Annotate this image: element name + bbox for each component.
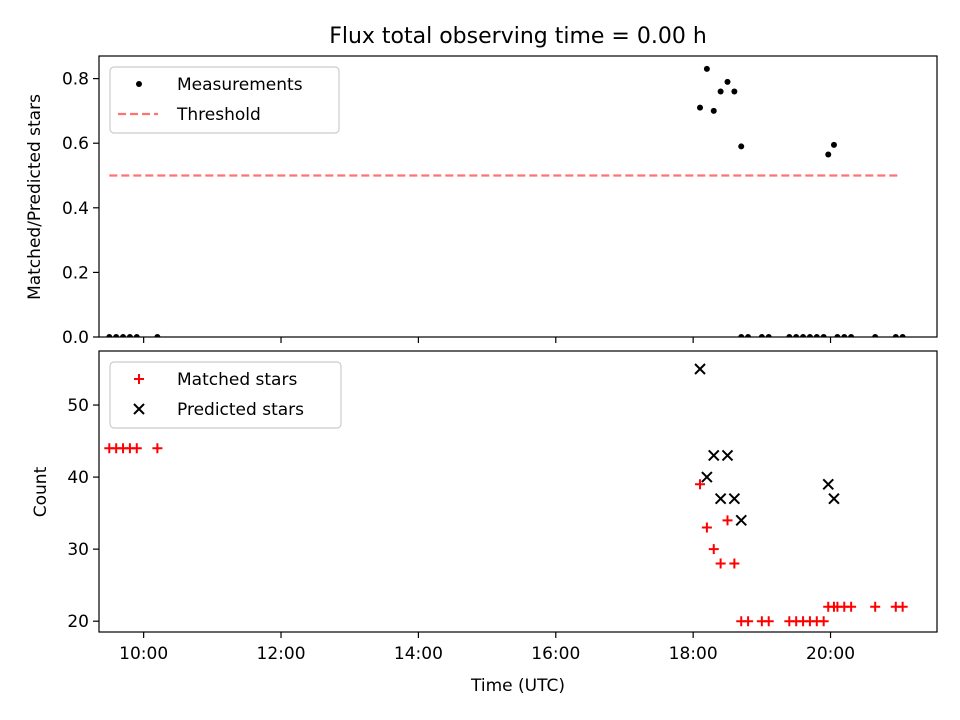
axes-frame (98, 350, 938, 633)
data-point (745, 334, 752, 337)
y-tick-label: 30 (67, 540, 89, 560)
data-point (722, 515, 733, 526)
data-point (724, 78, 731, 85)
data-point (841, 334, 848, 337)
data-point (820, 334, 827, 337)
x-tick-label: 12:00 (257, 644, 306, 664)
data-point (708, 449, 720, 462)
plot-area: 0.0 0.2 0.4 0.6 0.8 Measurements Threshold 10:0… (62, 55, 938, 664)
data-point (806, 334, 813, 337)
legend: Matched stars Predicted stars (109, 361, 342, 429)
data-point (793, 334, 800, 337)
series-predicted-stars (694, 363, 840, 527)
legend-marker (133, 403, 145, 415)
data-point (729, 558, 740, 569)
x-tick-label: 18:00 (669, 644, 718, 664)
data-point (701, 522, 712, 533)
top-y-axis-label: Matched/Predicted stars (25, 94, 45, 300)
data-point (758, 334, 765, 337)
y-tick-label: 40 (67, 468, 89, 488)
data-point (813, 334, 820, 337)
legend-label: Predicted stars (177, 400, 304, 420)
data-point (106, 334, 113, 337)
series-matched-stars (104, 443, 908, 627)
data-point (830, 141, 837, 148)
data-point (708, 544, 719, 555)
y-tick-label: 0.8 (62, 70, 89, 90)
x-tick-label: 20:00 (806, 644, 855, 664)
data-point (697, 104, 704, 111)
data-point (721, 449, 734, 462)
data-point (738, 143, 745, 150)
data-point (695, 479, 706, 490)
data-point (701, 471, 713, 483)
legend-label: Threshold (176, 105, 261, 125)
data-point (848, 334, 855, 337)
chart-title: Flux total observing time = 0.00 h (329, 24, 707, 49)
data-point (897, 601, 908, 612)
data-point (126, 334, 133, 337)
series-layer (104, 363, 908, 627)
data-point (822, 478, 834, 491)
bottom-y-axis-label: Count (31, 466, 51, 517)
x-axis-label: Time (UTC) (470, 676, 565, 696)
data-point (710, 107, 717, 114)
legend-label: Measurements (177, 75, 303, 95)
y-tick-label: 0.4 (62, 199, 89, 219)
data-point (786, 334, 793, 337)
data-point (120, 334, 127, 337)
legend-marker (134, 374, 144, 384)
data-point (131, 443, 142, 454)
data-point (870, 601, 881, 612)
data-point (717, 88, 724, 95)
legend-box (109, 361, 342, 429)
legend: Measurements Threshold (109, 66, 340, 134)
data-point (765, 334, 772, 337)
data-point (872, 334, 879, 337)
legend-label: Matched stars (177, 370, 297, 390)
series-measurements (106, 65, 906, 337)
y-tick-label: 0.6 (62, 134, 89, 154)
data-point (800, 334, 807, 337)
data-point (731, 88, 738, 95)
data-point (703, 65, 710, 72)
panel-1: 0.0 0.2 0.4 0.6 0.8 Measurements Threshold (62, 55, 938, 348)
x-tick-label: 16:00 (531, 644, 580, 664)
y-tick-label: 50 (67, 396, 89, 416)
data-point (152, 443, 163, 454)
data-point (728, 492, 741, 505)
data-point (715, 558, 726, 569)
x-tick-label: 14:00 (394, 644, 443, 664)
data-point (892, 334, 899, 337)
data-point (818, 616, 829, 627)
data-point (834, 334, 841, 337)
data-point (828, 492, 840, 505)
axes-frame (98, 55, 938, 338)
data-point (735, 514, 747, 527)
data-point (738, 334, 745, 337)
y-tick-label: 20 (67, 612, 89, 632)
data-point (743, 616, 754, 627)
panel-2: 10:00 12:00 14:00 16:00 18:00 20:00 20 30 40 50 Ma… (67, 350, 938, 664)
legend-box (109, 66, 340, 134)
data-point (846, 601, 857, 612)
y-tick-label: 0.2 (62, 263, 89, 283)
legend-marker (136, 81, 142, 87)
data-point (694, 363, 706, 375)
data-point (714, 492, 727, 505)
data-point (154, 334, 161, 337)
data-point (763, 616, 774, 627)
data-point (113, 334, 120, 337)
data-point (899, 334, 906, 337)
y-tick-label: 0.0 (62, 328, 89, 348)
x-tick-label: 10:00 (119, 644, 168, 664)
data-point (133, 334, 140, 337)
data-point (825, 151, 832, 158)
series-layer (106, 65, 906, 337)
